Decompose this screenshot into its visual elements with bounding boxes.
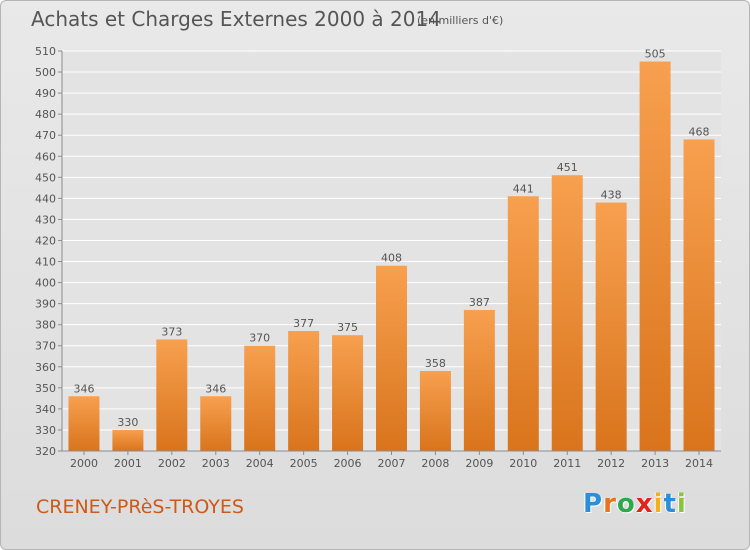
- bar: [683, 139, 715, 451]
- logo-letter: P: [583, 489, 604, 519]
- y-tick-label: 430: [35, 213, 56, 226]
- x-tick-label: 2004: [246, 457, 274, 470]
- logo-letter: t: [663, 489, 677, 519]
- x-axis-ticks: 2000 2001 2002 2003 2004 2005 2006 2007 2008 2009…: [62, 450, 721, 470]
- data-label: 373: [161, 325, 182, 338]
- x-tick-label: 2006: [334, 457, 362, 470]
- commune-name: CRENEY-PRèS-TROYES: [36, 496, 244, 518]
- y-axis-ticks: 320 330 340 350 360 370 380 390 400 410 420 430 440 4…: [35, 45, 63, 458]
- data-label: 375: [337, 321, 358, 334]
- x-tick-label: 2002: [158, 457, 186, 470]
- y-tick-label: 340: [35, 403, 56, 416]
- y-tick-label: 450: [35, 171, 56, 184]
- y-tick-label: 320: [35, 445, 56, 458]
- data-label: 408: [381, 252, 402, 265]
- y-tick-label: 390: [35, 298, 56, 311]
- x-tick-label: 2014: [685, 457, 713, 470]
- x-tick-label: 2012: [597, 457, 625, 470]
- logo-letter: i: [676, 489, 687, 519]
- logo-letter: i: [653, 489, 664, 519]
- chart-title: Achats et Charges Externes 2000 à 2014: [31, 7, 441, 31]
- y-tick-label: 420: [35, 234, 56, 247]
- bar: [507, 196, 539, 451]
- data-label: 377: [293, 317, 314, 330]
- y-tick-label: 500: [35, 66, 56, 79]
- chart-subtitle: (en milliers d'€): [417, 14, 504, 27]
- bar: [595, 202, 627, 451]
- y-tick-label: 510: [35, 45, 56, 58]
- x-tick-label: 2000: [70, 457, 98, 470]
- bar: [419, 371, 451, 451]
- data-label: 358: [425, 357, 446, 370]
- data-label: 346: [73, 382, 94, 395]
- data-label: 468: [689, 125, 710, 138]
- bar: [463, 309, 495, 451]
- bar: [376, 265, 407, 451]
- y-tick-label: 400: [35, 277, 56, 290]
- data-label: 346: [205, 382, 226, 395]
- y-tick-label: 360: [35, 361, 56, 374]
- logo-letter: o: [616, 489, 636, 519]
- data-label: 330: [117, 416, 138, 429]
- x-tick-label: 2010: [509, 457, 537, 470]
- data-label: 370: [249, 332, 270, 345]
- bar: [244, 345, 276, 451]
- bar: [112, 429, 144, 451]
- x-tick-label: 2007: [378, 457, 406, 470]
- bar: [156, 339, 188, 451]
- y-tick-label: 480: [35, 108, 56, 121]
- y-tick-label: 440: [35, 192, 56, 205]
- bar: [68, 396, 100, 451]
- logo-letter: r: [603, 489, 617, 519]
- y-tick-label: 330: [35, 424, 56, 437]
- x-tick-label: 2011: [553, 457, 581, 470]
- y-tick-label: 470: [35, 129, 56, 142]
- y-tick-label: 410: [35, 256, 56, 269]
- x-tick-label: 2005: [290, 457, 318, 470]
- logo-letter: x: [635, 489, 654, 519]
- x-tick-label: 2008: [421, 457, 449, 470]
- x-tick-label: 2013: [641, 457, 669, 470]
- x-tick-label: 2009: [465, 457, 493, 470]
- bars: [68, 61, 715, 452]
- y-tick-label: 460: [35, 150, 56, 163]
- bar: [332, 335, 364, 451]
- data-labels: 346 330 373 346 370 377 375 408 358 387 441 451 438 5…: [73, 48, 709, 429]
- data-label: 441: [513, 182, 534, 195]
- y-tick-label: 380: [35, 319, 56, 332]
- x-tick-label: 2003: [202, 457, 230, 470]
- bar: [551, 175, 583, 452]
- data-label: 387: [469, 296, 490, 309]
- data-label: 451: [557, 161, 578, 174]
- y-tick-label: 370: [35, 340, 56, 353]
- y-tick-label: 350: [35, 382, 56, 395]
- bar: [639, 61, 671, 452]
- x-tick-label: 2001: [114, 457, 142, 470]
- data-label: 438: [601, 189, 622, 202]
- bar: [200, 396, 232, 451]
- bar: [288, 331, 320, 451]
- data-label: 505: [645, 48, 666, 61]
- y-tick-label: 490: [35, 87, 56, 100]
- proxiti-logo[interactable]: Proxiti: [583, 489, 687, 519]
